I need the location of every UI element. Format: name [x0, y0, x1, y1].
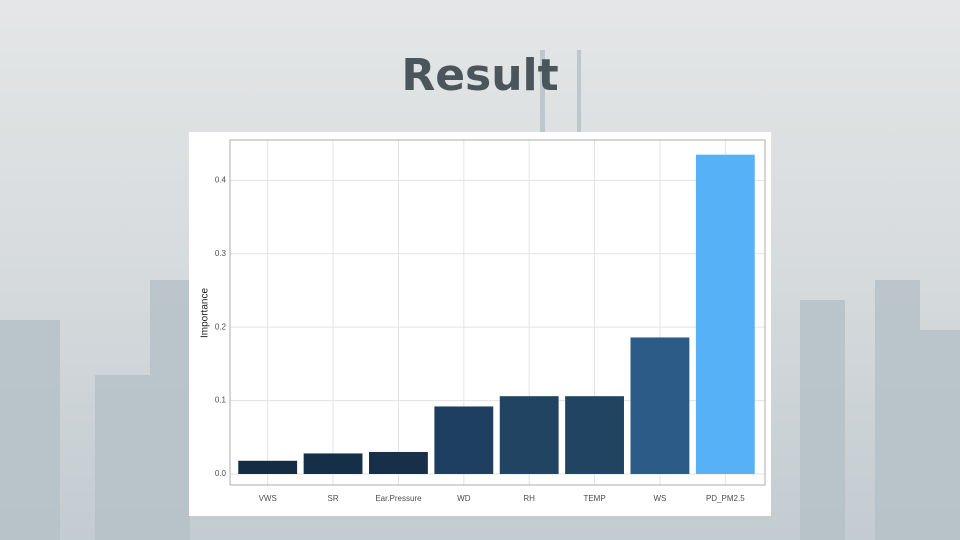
- x-tick-label: WD: [457, 494, 471, 503]
- y-tick-label: 0.3: [215, 249, 227, 258]
- bar: [303, 453, 363, 474]
- plot-border: [229, 139, 766, 486]
- bar: [695, 154, 755, 474]
- x-tick-label: TEMP: [583, 494, 605, 503]
- x-tick-label: RH: [523, 494, 535, 503]
- y-tick-label: 0.2: [215, 322, 227, 331]
- y-tick-label: 0.4: [215, 175, 227, 184]
- x-tick-label: WS: [653, 494, 666, 503]
- bar: [499, 396, 559, 474]
- x-tick-label: VWS: [259, 494, 277, 503]
- x-tick-label: SR: [328, 494, 339, 503]
- x-tick-label: Ear.Pressure: [375, 494, 422, 503]
- bar: [238, 460, 298, 474]
- x-tick-label: PD_PM2.5: [706, 494, 745, 503]
- bar: [434, 406, 494, 474]
- bar: [369, 451, 428, 474]
- slide-title: Result: [401, 50, 559, 101]
- y-tick-label: 0.1: [215, 396, 227, 405]
- y-axis-label: Importance: [200, 288, 211, 338]
- bar: [565, 396, 624, 474]
- y-tick-label: 0.0: [215, 469, 227, 478]
- bar: [630, 337, 690, 474]
